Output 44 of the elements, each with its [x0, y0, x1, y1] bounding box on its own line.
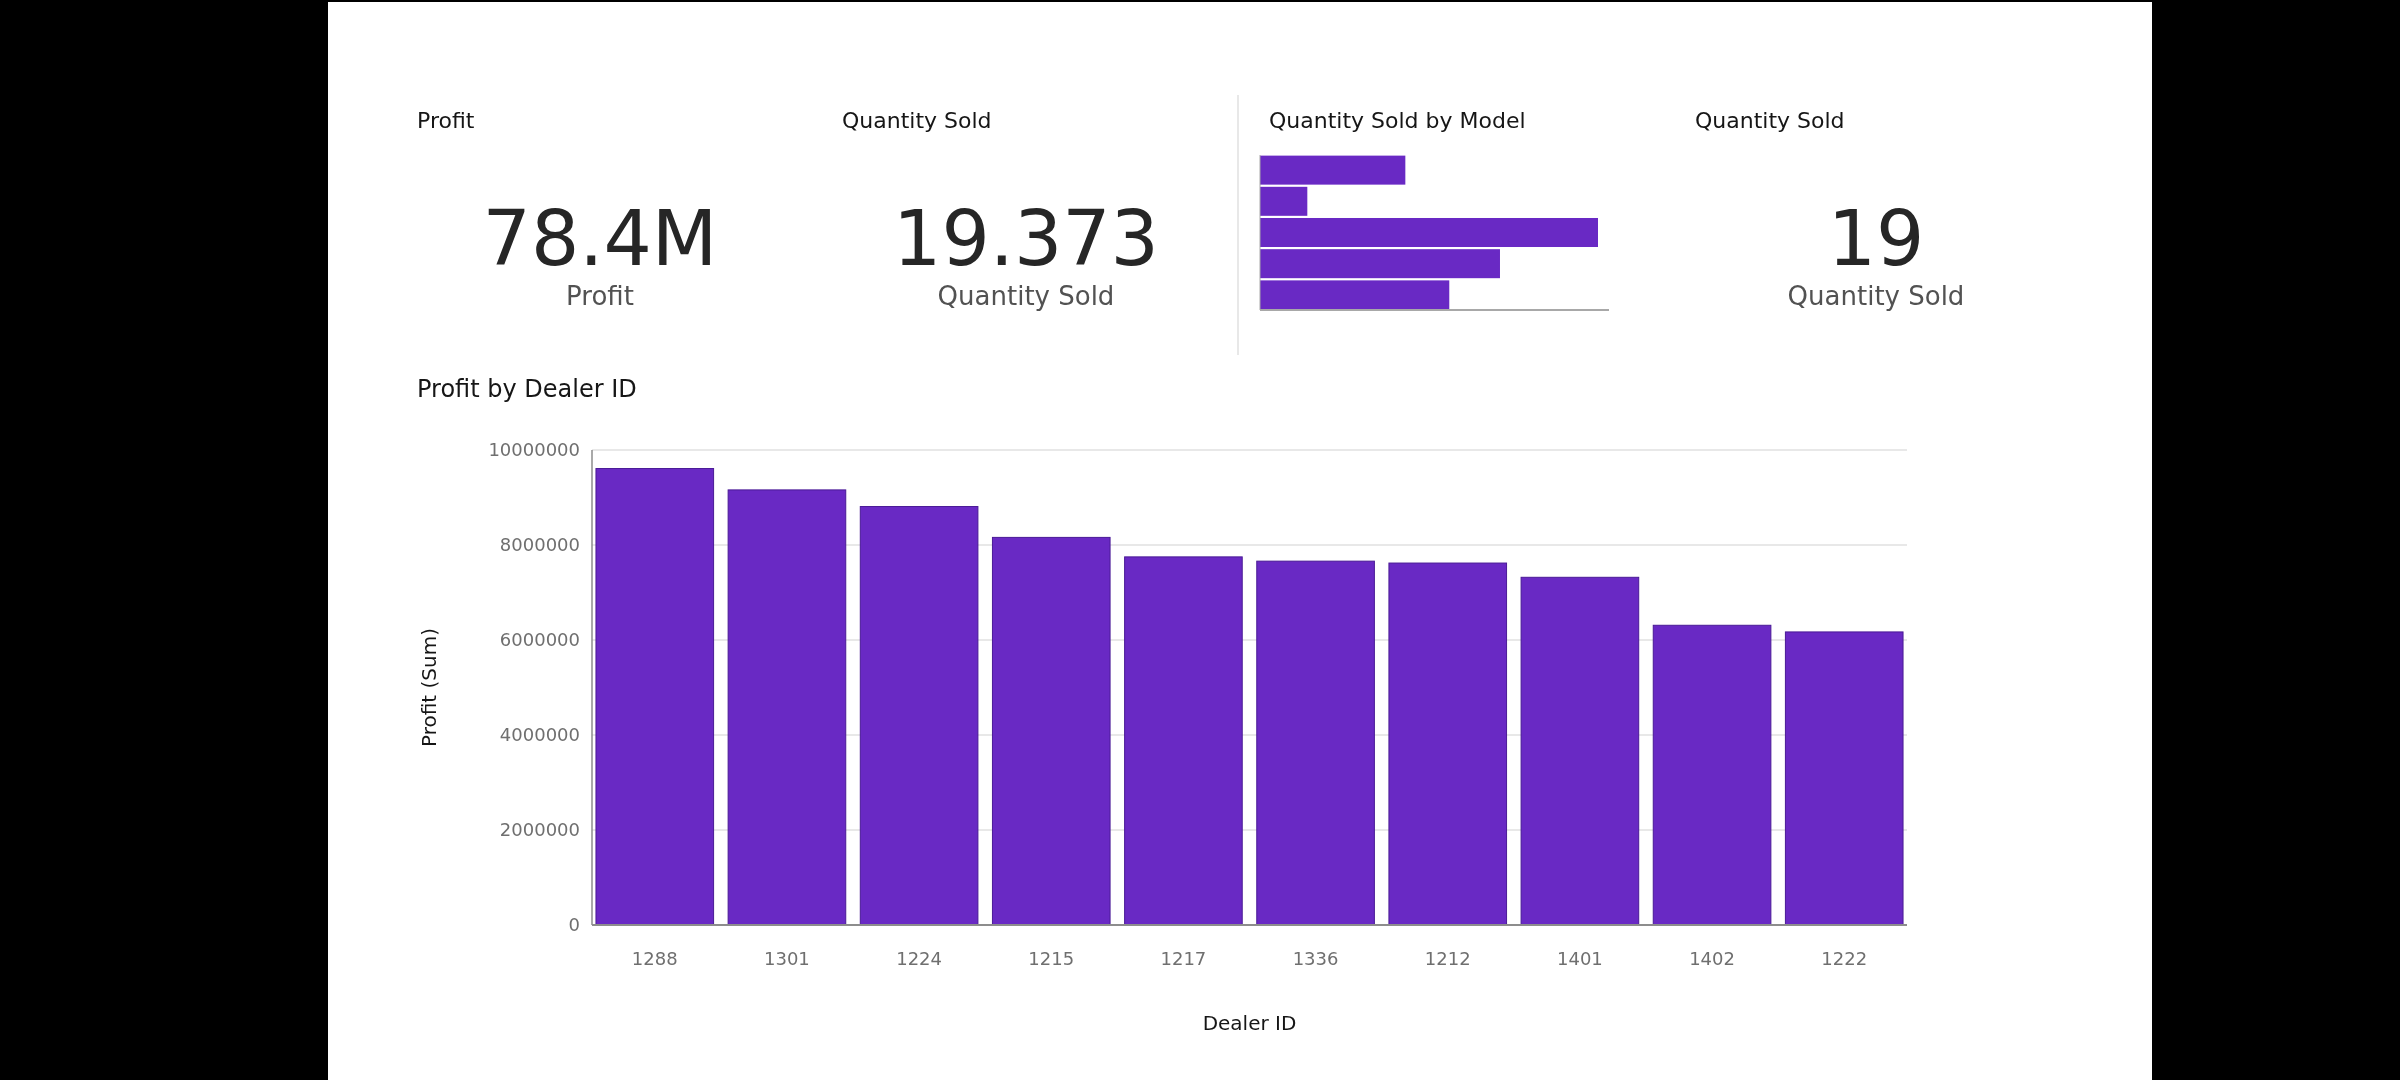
x-tick-label: 1336 [1292, 948, 1339, 969]
x-tick-label: 1222 [1821, 948, 1868, 969]
bar [859, 506, 979, 926]
x-tick-label: 1224 [896, 948, 942, 969]
text: 78.4M [482, 194, 718, 283]
x-tick-label: 1217 [1160, 948, 1207, 969]
bar [595, 468, 715, 926]
bar [1260, 155, 1406, 185]
bar [727, 489, 847, 926]
y-tick-label: 10000000 [488, 439, 580, 461]
bar [1520, 576, 1640, 926]
bar [1256, 560, 1375, 926]
bar [1652, 624, 1772, 926]
text: 19 [1827, 194, 1925, 283]
chart-title: Quantity Sold by Model [1269, 108, 1526, 133]
bar [1260, 249, 1500, 279]
x-tick-label: 1301 [764, 948, 810, 969]
y-tick-label: 6000000 [499, 629, 580, 651]
bar [1124, 556, 1243, 926]
x-tick-label: 1288 [631, 948, 678, 969]
y-axis-title: Profit (Sum) [417, 628, 441, 747]
bar [1388, 562, 1508, 926]
bar [1260, 186, 1308, 216]
text: Quantity Sold [842, 108, 992, 133]
y-tick-label: 4000000 [499, 724, 580, 746]
text: Profit [566, 281, 634, 311]
text: Quantity Sold [937, 281, 1115, 311]
bar [1784, 631, 1904, 926]
x-tick-label: 1401 [1557, 948, 1603, 969]
bar [1260, 218, 1598, 247]
x-tick-label: 1402 [1689, 948, 1735, 969]
bar [991, 536, 1111, 926]
y-tick-label: 8000000 [499, 534, 580, 556]
text: Quantity Sold [1695, 108, 1845, 133]
text: Profit [417, 108, 475, 133]
y-tick-label: 0 [568, 914, 580, 936]
x-tick-label: 1215 [1028, 948, 1075, 969]
bar [1260, 280, 1450, 310]
x-tick-label: 1212 [1424, 948, 1471, 969]
chart-title: Profit by Dealer ID [417, 375, 637, 403]
y-tick-label: 2000000 [499, 819, 580, 841]
text: 19.373 [893, 194, 1159, 283]
text: Quantity Sold [1787, 281, 1965, 311]
x-axis-title: Dealer ID [1202, 1011, 1297, 1035]
